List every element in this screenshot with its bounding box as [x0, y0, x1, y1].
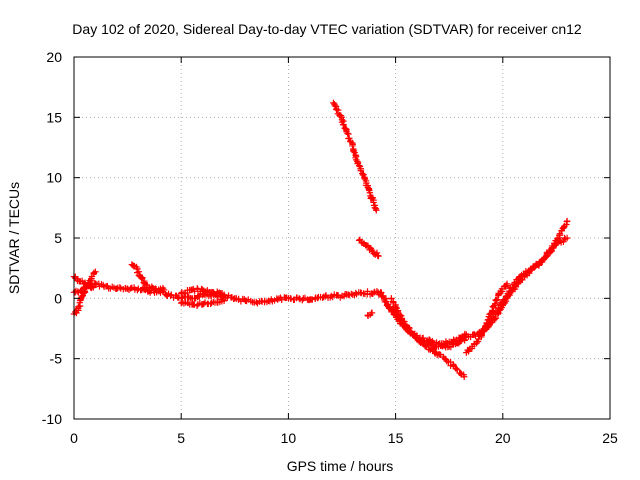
- marker-trail: [364, 309, 376, 320]
- x-tick-label: 5: [177, 430, 185, 446]
- series-dip-5-7: [178, 296, 228, 310]
- x-tick-label: 10: [281, 430, 297, 446]
- y-axis-label: SDTVAR / TECUs: [6, 182, 22, 294]
- y-tick-label: -5: [50, 351, 63, 367]
- axis-ticks: 0 5 10 15 20 25 -10 -5 0 5 10 15 20: [42, 49, 618, 446]
- marker-trail: [178, 285, 228, 298]
- x-tick-label: 15: [388, 430, 404, 446]
- x-tick-label: 25: [602, 430, 618, 446]
- y-tick-label: 15: [46, 109, 62, 125]
- x-tick-label: 20: [495, 430, 511, 446]
- y-tick-label: 10: [46, 170, 62, 186]
- series-dot-13.8: [364, 309, 376, 320]
- chart-title: Day 102 of 2020, Sidereal Day-to-day VTE…: [72, 21, 582, 37]
- y-tick-label: 0: [54, 290, 62, 306]
- marker-trail: [478, 280, 511, 341]
- series-short-line: [355, 236, 382, 260]
- y-tick-label: 5: [54, 230, 62, 246]
- marker-trail: [70, 280, 384, 307]
- marker-trail: [128, 261, 168, 294]
- series-rise-c: [478, 280, 511, 341]
- series-branch-c: [388, 295, 468, 380]
- data-points: [70, 99, 571, 380]
- marker-trail: [178, 296, 228, 310]
- marker-trail: [388, 295, 468, 380]
- marker-trail: [330, 99, 380, 214]
- series-hump-5-7: [178, 285, 228, 298]
- series-hump-2.5: [128, 261, 168, 294]
- grid-lines: [74, 57, 610, 419]
- marker-trail: [355, 236, 382, 260]
- y-tick-label: 20: [46, 49, 62, 65]
- series-steep-line: [330, 99, 380, 214]
- series-main: [70, 280, 384, 307]
- x-axis-label: GPS time / hours: [287, 458, 394, 474]
- x-tick-label: 0: [70, 430, 78, 446]
- y-tick-label: -10: [42, 411, 62, 427]
